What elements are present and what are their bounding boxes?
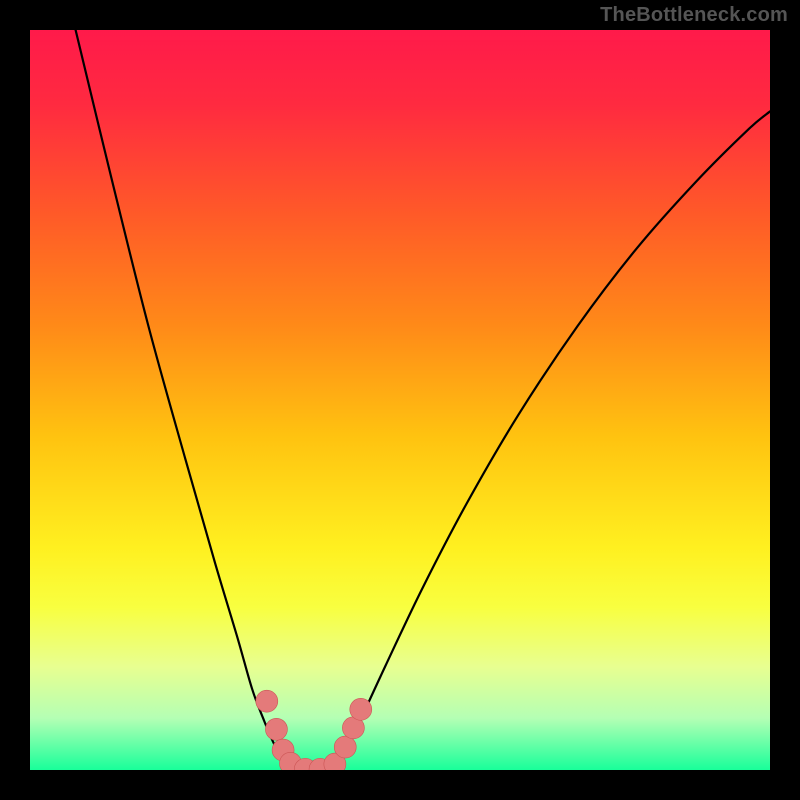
data-point-marker [334,736,356,758]
data-point-marker [265,718,287,740]
watermark-text: TheBottleneck.com [600,4,788,27]
chart-container: TheBottleneck.com [0,0,800,800]
plot-background-gradient [30,30,770,770]
chart-svg [0,0,800,800]
data-point-marker [256,690,278,712]
data-point-marker [350,698,372,720]
